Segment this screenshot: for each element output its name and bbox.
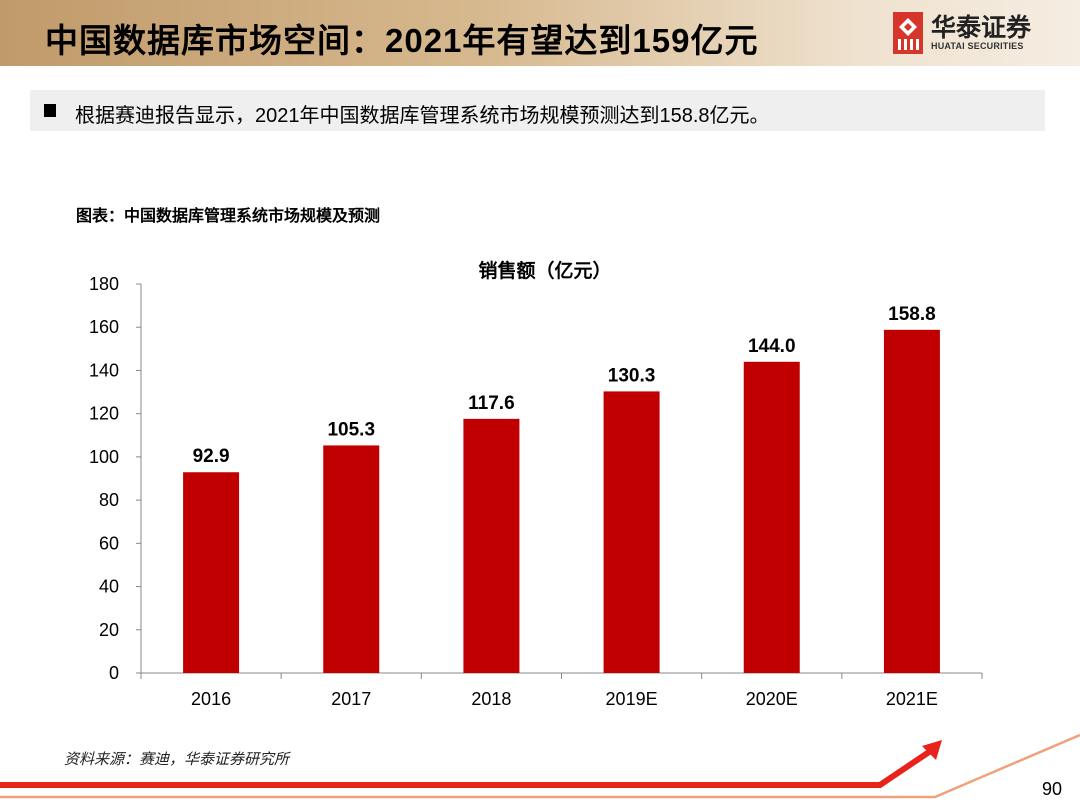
y-tick-label: 60 [99, 533, 119, 553]
logo-cn: 华泰证券 [931, 14, 1032, 42]
bar [183, 472, 240, 673]
summary-box: 根据赛迪报告显示，2021年中国数据库管理系统市场规模预测达到158.8亿元。 [30, 90, 1045, 131]
y-tick-label: 100 [89, 447, 119, 467]
bar [323, 445, 380, 673]
logo-en: HUATAI SECURITIES [931, 41, 1024, 51]
y-tick-label: 20 [99, 620, 119, 640]
y-tick-label: 160 [89, 317, 119, 337]
bar [463, 418, 520, 673]
y-tick-label: 120 [89, 404, 119, 424]
page-number: 90 [1042, 779, 1063, 799]
header-band: 中国数据库市场空间：2021年有望达到159亿元 华泰证券 HUATAI SEC… [0, 0, 1080, 66]
x-tick-label: 2021E [886, 689, 938, 709]
page-title: 中国数据库市场空间：2021年有望达到159亿元 [45, 22, 759, 59]
bar [603, 391, 660, 673]
bar [743, 361, 800, 673]
source-note: 资料来源：赛迪，华泰证券研究所 [64, 751, 290, 768]
data-label: 92.9 [193, 446, 230, 467]
x-tick-label: 2020E [746, 689, 798, 709]
y-tick-label: 40 [99, 577, 119, 597]
y-tick-label: 0 [109, 663, 119, 683]
x-tick-label: 2019E [606, 689, 658, 709]
x-tick-label: 2018 [471, 689, 511, 709]
bullet-square-icon [44, 104, 56, 117]
huatai-logo: 华泰证券 HUATAI SECURITIES [893, 12, 1031, 54]
data-label: 130.3 [608, 365, 656, 386]
y-tick-label: 180 [89, 274, 119, 294]
data-label: 144.0 [748, 336, 796, 357]
data-label: 105.3 [327, 419, 375, 440]
chart-title: 销售额（亿元） [478, 259, 611, 282]
summary-text: 根据赛迪报告显示，2021年中国数据库管理系统市场规模预测达到158.8亿元。 [75, 105, 770, 127]
y-tick-label: 80 [99, 490, 119, 510]
logo-mark-icon [893, 12, 923, 54]
arrow-head-icon [922, 740, 942, 760]
x-tick-label: 2017 [331, 689, 371, 709]
bar [883, 329, 940, 673]
data-label: 117.6 [468, 393, 515, 414]
y-tick-label: 140 [89, 360, 119, 380]
data-label: 158.8 [888, 304, 936, 325]
x-tick-label: 2016 [191, 689, 231, 709]
figure-title: 图表：中国数据库管理系统市场规模及预测 [76, 208, 381, 225]
